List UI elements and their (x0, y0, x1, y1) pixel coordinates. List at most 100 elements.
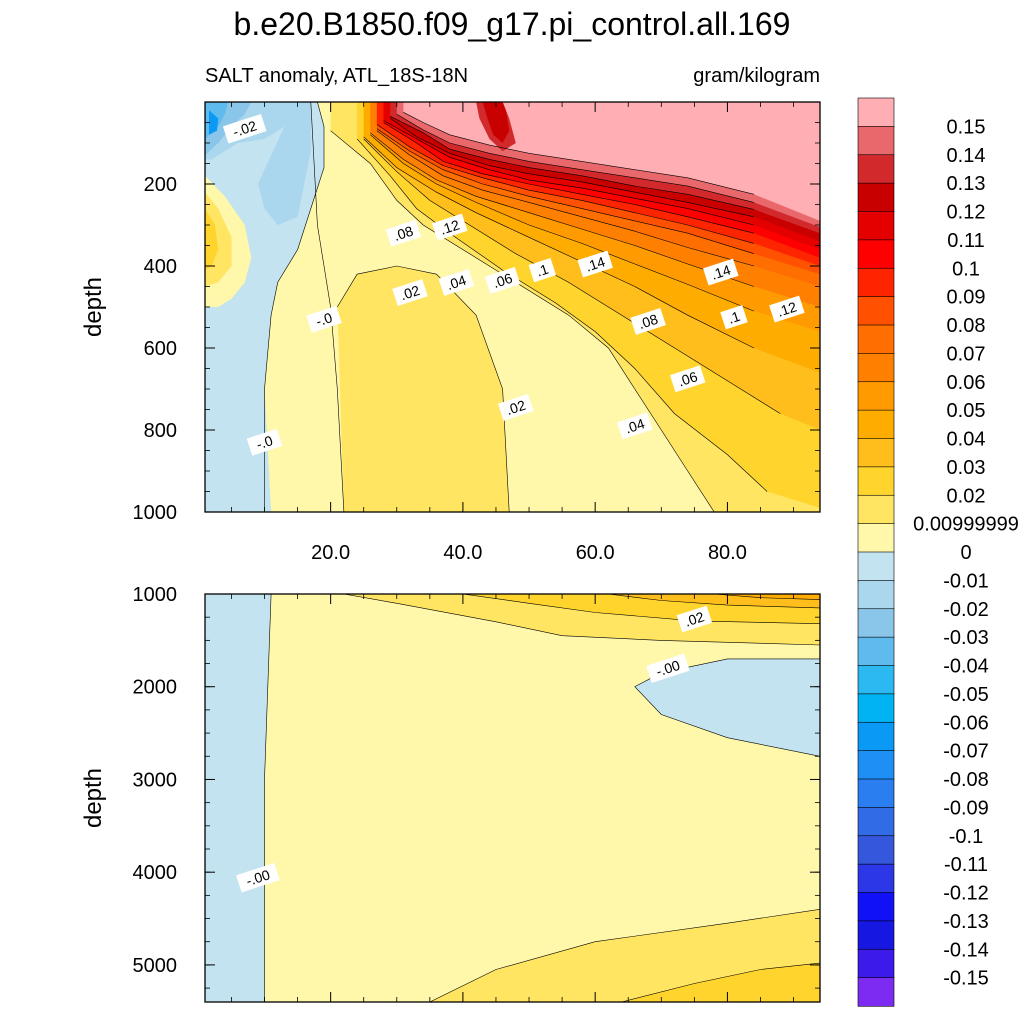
y-tick-label: 4000 (133, 862, 178, 884)
svg-text:.04: .04 (445, 272, 469, 293)
contour-label: .04 (438, 268, 475, 296)
colorbar-box (857, 353, 895, 383)
contour-line (310, 102, 345, 512)
x-tick-label: 80.0 (708, 542, 747, 564)
colorbar-label: -0.05 (943, 684, 989, 706)
svg-text:.14: .14 (709, 261, 733, 282)
x-tick-label: 60.0 (576, 542, 615, 564)
y-tick-label: 800 (144, 420, 177, 442)
contour-label: .14 (577, 250, 613, 278)
contour-line (370, 134, 755, 312)
svg-text:.04: .04 (623, 415, 647, 436)
y-tick-label: 5000 (133, 955, 178, 977)
contour-line (376, 130, 754, 267)
colorbar-box (857, 750, 895, 780)
contour-label: .12 (769, 295, 805, 323)
colorbar-box (857, 665, 895, 695)
svg-text:-.0: -.0 (314, 309, 335, 329)
colorbar-box (857, 409, 895, 440)
colorbar-label: -0.06 (943, 712, 989, 734)
contour-label: .08 (630, 307, 666, 335)
y-tick-label: 3000 (133, 769, 178, 791)
contour-line (376, 128, 754, 254)
colorbar-label: 0.14 (947, 145, 986, 167)
contour-fill (209, 110, 219, 135)
contour-line (337, 265, 510, 512)
colorbar-box (857, 438, 895, 468)
contour-line (330, 130, 715, 512)
contour-line (264, 594, 272, 1002)
colorbar-box (857, 267, 895, 298)
colorbar-box (857, 381, 895, 411)
colorbar-label: -0.07 (943, 741, 989, 763)
colorbar-box (857, 126, 895, 156)
contour-label: .02 (498, 393, 534, 421)
svg-text:-.02: -.02 (231, 117, 259, 140)
chart-subtitle-left: SALT anomaly, ATL_18S-18N (205, 65, 468, 87)
contour-label: -.0 (306, 305, 342, 333)
svg-text:.1: .1 (534, 261, 550, 280)
contour-line (621, 962, 820, 1002)
lower-panel: 1000 2000 3000 4000 5000 .02 -.00 -.00 (133, 584, 821, 1003)
contour-line (370, 132, 754, 287)
colorbar-label: -0.14 (943, 939, 989, 961)
svg-text:.1: .1 (726, 308, 742, 327)
colorbar-label: 0.15 (947, 116, 986, 138)
svg-text:.06: .06 (676, 368, 700, 389)
contour-fill (337, 266, 510, 512)
contour-fill (205, 208, 219, 271)
contour-line (376, 124, 754, 244)
svg-text:.14: .14 (583, 253, 607, 274)
colorbar-label: -0.04 (943, 656, 989, 678)
upper-y-axis-title: depth (80, 277, 107, 337)
colorbar-label: -0.12 (943, 883, 989, 905)
colorbar-label: -0.08 (943, 769, 989, 791)
contour-line (403, 112, 754, 195)
colorbar-label: 0.1 (952, 258, 980, 280)
colorbar-label: 0.00999999 (913, 514, 1019, 536)
colorbar-label: 0.08 (947, 315, 986, 337)
y-tick-label: 1000 (133, 502, 178, 524)
colorbar-label: 0.13 (947, 173, 986, 195)
colorbar-box (857, 608, 895, 638)
colorbar-box (857, 182, 895, 213)
svg-text:.02: .02 (398, 282, 422, 303)
colorbar-label: 0.04 (947, 429, 986, 451)
colorbar-box (857, 239, 895, 269)
colorbar-label: 0.06 (947, 372, 986, 394)
colorbar-label: 0.11 (947, 230, 984, 252)
svg-text:.08: .08 (392, 223, 416, 244)
upper-panel: 200 400 600 800 1000 -.02 .08 .12 .02 .04 .06 .1 .1… (133, 101, 821, 564)
colorbar-box (857, 211, 895, 241)
contour-line (343, 594, 820, 646)
svg-text:-.00: -.00 (244, 866, 272, 889)
colorbar-box (857, 494, 895, 525)
colorbar-box (857, 892, 895, 922)
contour-label: .06 (669, 365, 706, 393)
contour-label: .02 (392, 279, 428, 307)
colorbar-box (857, 466, 895, 496)
contour-line (383, 122, 754, 234)
colorbar-box (857, 920, 895, 950)
svg-text:-.00: -.00 (654, 657, 682, 680)
contour-line (390, 116, 754, 210)
contour-label: -.0 (246, 428, 283, 456)
contour-line (608, 594, 820, 609)
contour-label: .1 (720, 305, 748, 330)
colorbar-label: -0.13 (943, 911, 989, 933)
chart-title: b.e20.B1850.f09_g17.pi_control.all.169 (234, 6, 791, 42)
colorbar-box (857, 693, 895, 723)
svg-text:.02: .02 (504, 397, 528, 418)
colorbar-label: 0.03 (947, 457, 986, 479)
chart-subtitle-right: gram/kilogram (693, 65, 820, 87)
contour-line (429, 909, 820, 1002)
svg-text:.02: .02 (683, 608, 707, 629)
svg-text:.08: .08 (636, 311, 660, 332)
y-tick-label: 2000 (133, 677, 178, 699)
contour-line (356, 138, 768, 492)
colorbar-label: 0.12 (947, 202, 986, 224)
colorbar-box (857, 778, 895, 808)
colorbar-label: 0.02 (947, 485, 986, 507)
colorbar-box (857, 807, 895, 837)
colorbar-label: 0.05 (947, 400, 986, 422)
